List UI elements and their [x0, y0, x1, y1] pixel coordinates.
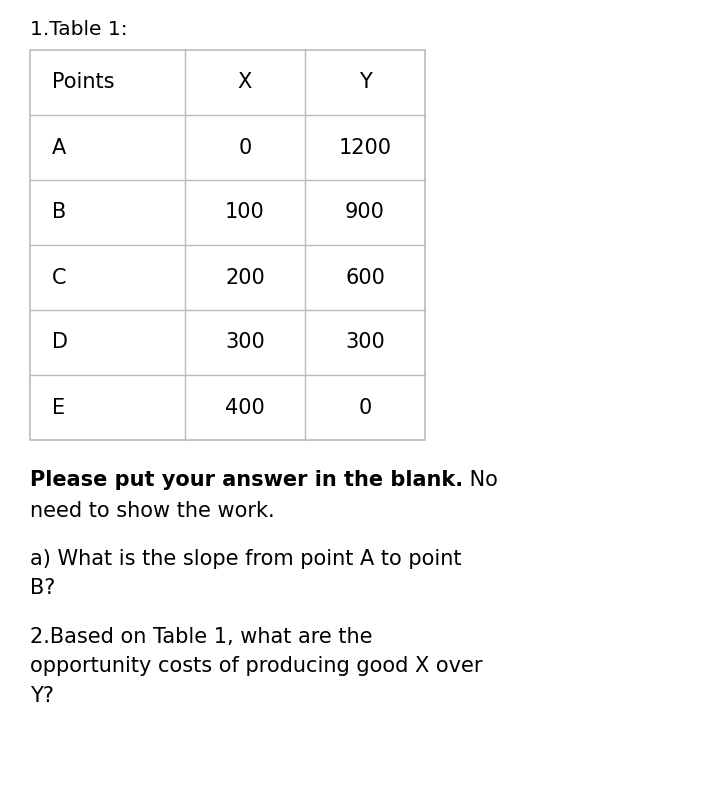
Text: Y: Y [359, 73, 372, 93]
Text: A: A [52, 138, 66, 158]
Text: X: X [238, 73, 252, 93]
Text: E: E [52, 398, 65, 417]
Text: B: B [52, 203, 66, 223]
Text: 400: 400 [225, 398, 265, 417]
Text: C: C [52, 268, 66, 287]
Text: No: No [463, 470, 498, 490]
Text: need to show the work.: need to show the work. [30, 501, 274, 521]
Text: 0: 0 [359, 398, 372, 417]
Text: 300: 300 [225, 333, 265, 352]
Text: 200: 200 [225, 268, 265, 287]
Text: Please put your answer in the blank.: Please put your answer in the blank. [30, 470, 463, 490]
Bar [30, 50, 425, 440]
Text: D: D [52, 333, 68, 352]
Text: 0: 0 [238, 138, 251, 158]
Text: 300: 300 [345, 333, 385, 352]
Text: 1.Table 1:: 1.Table 1: [30, 20, 127, 39]
Text: Points: Points [52, 73, 114, 93]
Text: 900: 900 [345, 203, 385, 223]
Text: 100: 100 [225, 203, 265, 223]
Text: 600: 600 [345, 268, 385, 287]
Text: 2.Based on Table 1, what are the
opportunity costs of producing good X over
Y?: 2.Based on Table 1, what are the opportu… [30, 626, 482, 706]
Text: 1200: 1200 [338, 138, 392, 158]
Text: a) What is the slope from point A to point
B?: a) What is the slope from point A to poi… [30, 549, 462, 598]
